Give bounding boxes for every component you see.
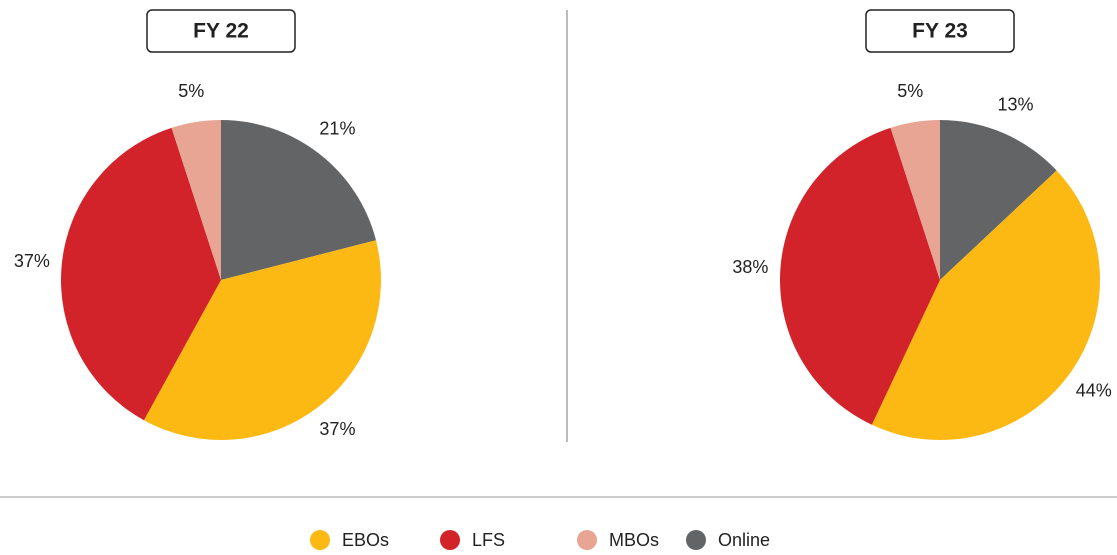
slice-label: 37% bbox=[319, 419, 355, 439]
slice-label: 13% bbox=[997, 94, 1033, 114]
slice-label: 37% bbox=[14, 251, 50, 271]
pie-slice bbox=[871, 170, 1101, 441]
legend-label: MBOs bbox=[609, 530, 659, 550]
pie-slice bbox=[221, 120, 376, 280]
legend-label: Online bbox=[718, 530, 770, 550]
slice-label: 21% bbox=[319, 119, 355, 139]
pie-slice bbox=[171, 120, 221, 280]
slice-label: 5% bbox=[897, 81, 923, 101]
slice-label: 38% bbox=[732, 257, 768, 277]
legend-label: EBOs bbox=[342, 530, 389, 550]
pie-slice bbox=[60, 127, 222, 421]
legend-label: LFS bbox=[472, 530, 505, 550]
legend-marker bbox=[440, 530, 460, 550]
slice-label: 5% bbox=[178, 81, 204, 101]
pie-slice bbox=[890, 120, 940, 280]
legend-marker bbox=[310, 530, 330, 550]
pie-slice bbox=[940, 120, 1057, 280]
title-box bbox=[146, 9, 296, 53]
pie-slice bbox=[143, 240, 381, 441]
chart-title: FY 22 bbox=[193, 20, 249, 43]
legend-marker bbox=[577, 530, 597, 550]
pie-slice bbox=[779, 127, 940, 425]
title-box bbox=[865, 9, 1015, 53]
slice-label: 44% bbox=[1076, 380, 1112, 400]
chart-title: FY 23 bbox=[912, 20, 968, 43]
legend-marker bbox=[686, 530, 706, 550]
